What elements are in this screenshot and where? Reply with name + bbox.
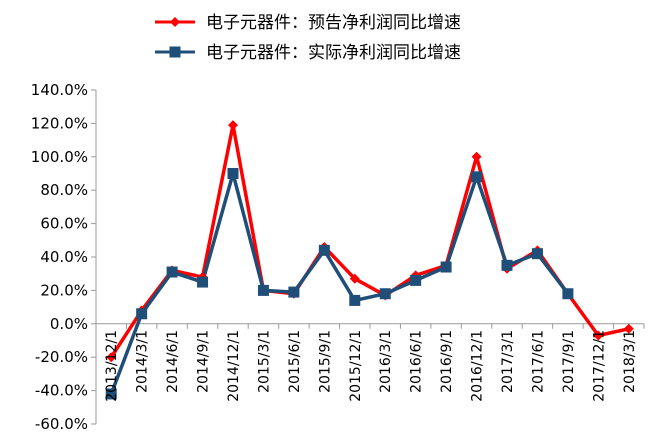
chart-axes: -60.0% -40.0% -20.0% 0.0% 20.0% 40.0% 60.0% 80.…: [31, 81, 645, 432]
data-point-1-3: [197, 276, 209, 288]
y-tick-label: 60.0%: [40, 215, 88, 233]
y-tick-label: -20.0%: [35, 348, 88, 366]
x-tick-label: 2016/6/1: [409, 330, 425, 393]
x-tick-label: 2016/3/1: [378, 330, 394, 393]
x-tick-label: 2017/12/1: [591, 330, 607, 402]
x-tick-label: 2017/6/1: [530, 330, 546, 393]
data-point-1-0: [105, 388, 117, 400]
data-point-0-0: [106, 352, 117, 363]
data-point-1-9: [379, 288, 391, 300]
x-tick-label: 2015/6/1: [287, 330, 303, 393]
data-point-1-10: [410, 274, 422, 286]
legend-marker-0: [170, 17, 180, 27]
x-tick-label: 2018/3/1: [622, 330, 638, 393]
x-tick-label: 2014/12/1: [226, 330, 242, 402]
data-point-1-2: [166, 266, 178, 278]
legend-label-1: 电子元器件：实际净利润同比增速: [206, 43, 461, 63]
x-tick-label: 2014/6/1: [165, 330, 181, 393]
legend-marker-1: [169, 46, 181, 58]
data-point-0-17: [623, 323, 634, 334]
y-tick-label: -60.0%: [35, 415, 88, 432]
data-point-1-12: [471, 171, 483, 183]
y-tick-label: 80.0%: [40, 181, 88, 199]
y-tick-label: -40.0%: [35, 382, 88, 400]
data-point-1-14: [531, 248, 543, 260]
x-tick-label: 2014/9/1: [196, 330, 212, 393]
y-tick-label: 0.0%: [50, 315, 88, 333]
legend-label-0: 电子元器件：预告净利润同比增速: [206, 13, 461, 33]
data-point-1-15: [562, 288, 574, 300]
data-point-1-1: [136, 308, 148, 320]
data-point-1-8: [349, 294, 361, 306]
x-tick-label: 2016/12/1: [470, 330, 486, 402]
x-tick-label: 2015/12/1: [348, 330, 364, 402]
x-tick-label: 2013/12/1: [104, 330, 120, 402]
data-point-0-12: [471, 151, 482, 162]
data-point-0-8: [349, 273, 360, 284]
x-tick-label: 2015/9/1: [317, 330, 333, 393]
x-tick-label: 2015/3/1: [256, 330, 272, 393]
series-line-0: [109, 123, 630, 359]
x-tick-label: 2014/3/1: [135, 330, 151, 393]
data-point-1-5: [257, 284, 269, 296]
data-point-1-11: [440, 261, 452, 273]
y-tick-label: 40.0%: [40, 248, 88, 266]
x-tick-label: 2017/3/1: [500, 330, 516, 393]
x-axis-tick-labels: 2013/12/1 2014/3/1 2014/6/1 2014/9/1 2014/12…: [104, 330, 638, 402]
data-point-1-4: [227, 168, 239, 179]
y-tick-label: 100.0%: [31, 148, 88, 166]
y-tick-label: 20.0%: [40, 281, 88, 299]
y-tick-label: 120.0%: [31, 114, 88, 132]
data-point-0-4: [228, 120, 238, 131]
data-point-0-16: [593, 330, 604, 341]
y-tick-label: 140.0%: [31, 81, 88, 99]
data-point-1-13: [501, 259, 513, 271]
x-tick-label: 2016/9/1: [439, 330, 455, 393]
chart-series: [105, 120, 634, 400]
data-point-1-7: [318, 244, 330, 256]
x-tick-label: 2017/9/1: [561, 330, 577, 393]
data-point-1-6: [288, 286, 300, 298]
series-line-1: [109, 171, 570, 395]
